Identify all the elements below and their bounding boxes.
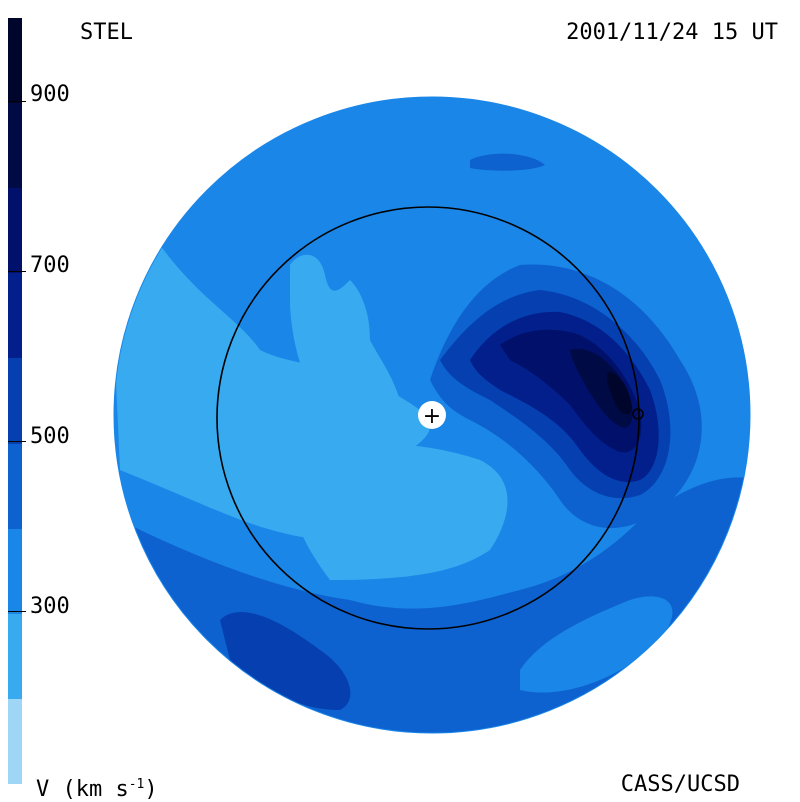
sun-marker-icon: + [423,404,441,429]
contour-200-300 [290,254,400,400]
colorbar-tick-300: 300 [30,594,70,619]
colorbar-band-400-500 [8,443,22,529]
unit-label: V (km s-1) [36,774,158,801]
contour-800-900 [570,349,633,428]
velocity-colorbar [8,18,22,784]
contour-500-600 [220,611,351,710]
colorbar-band-500-600 [8,358,22,444]
credit-label: CASS/UCSD [620,772,740,797]
contour-300-400 [520,596,673,693]
unit-close: ) [144,777,158,802]
colorbar-tick-mark [8,441,26,442]
colorbar-tick-mark [8,611,26,612]
timestamp-label: 2001/11/24 15 UT [566,20,778,45]
colorbar-band-700-800 [8,188,22,274]
colorbar-tick-900: 900 [30,82,70,107]
colorbar-tick-mark [8,271,26,272]
colorbar-band-900-1000 [8,18,22,104]
colorbar-band-600-700 [8,273,22,359]
unit-exponent: -1 [128,777,145,792]
observatory-label: STEL [80,20,133,45]
unit-base: V (km s [36,777,129,802]
disk-edge [113,96,751,734]
contour-200-300 [291,443,508,580]
contour-700-800 [500,329,642,453]
earth-orbit-circle [216,206,640,630]
sun-marker-disc [418,401,446,429]
colorbar-band-200-300 [8,613,22,699]
earth-position-icon [632,408,644,420]
colorbar-tick-mark [8,101,26,102]
colorbar-band-100-200 [8,698,22,784]
colorbar-tick-500: 500 [30,424,70,449]
contour-900-plus [607,372,632,415]
colorbar-tick-700: 700 [30,253,70,278]
colorbar-band-300-400 [8,528,22,614]
colorbar-band-800-900 [8,103,22,189]
contour-400-500 [470,153,545,171]
